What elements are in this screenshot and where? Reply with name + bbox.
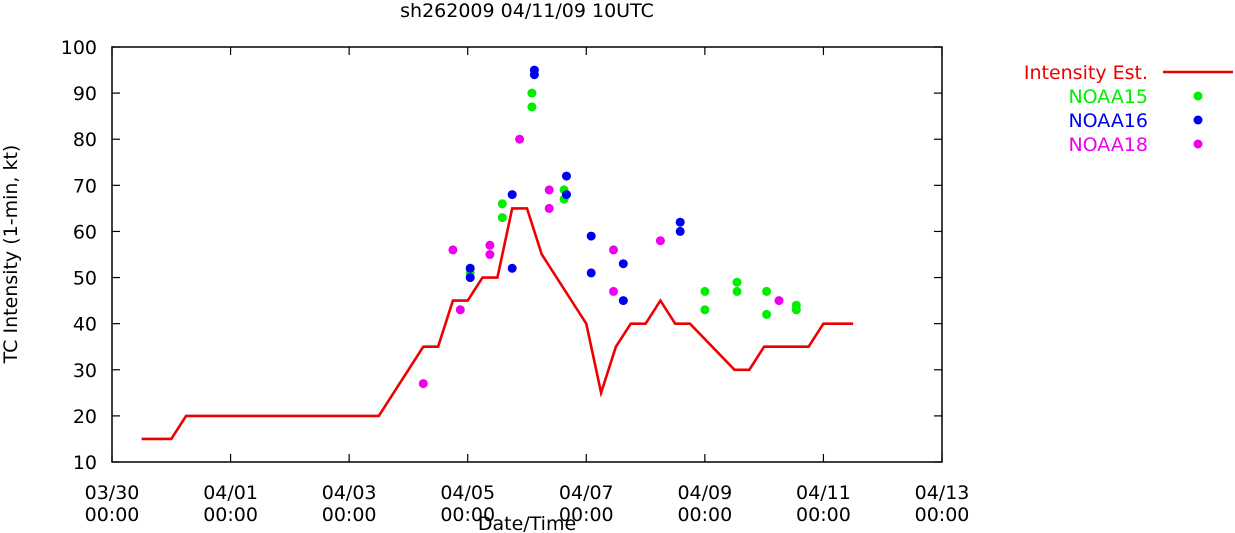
x-tick-label-date: 04/09: [677, 482, 732, 504]
plot-frame: [111, 46, 943, 463]
data-point-noaa15: [732, 286, 742, 296]
data-point-noaa16: [562, 190, 571, 200]
x-tick-label-time: 00:00: [322, 504, 377, 526]
data-point-noaa18: [609, 245, 618, 255]
data-point-noaa16: [675, 217, 685, 227]
data-point-noaa16: [507, 263, 517, 273]
y-tick-label: 20: [73, 406, 97, 428]
data-point-noaa16: [465, 273, 475, 283]
y-tick-label: 30: [73, 360, 97, 382]
data-point-noaa18: [774, 296, 784, 306]
x-tick-label-time: 00:00: [559, 504, 614, 526]
x-tick-label-date: 04/13: [915, 482, 970, 504]
x-tick-label-time: 00:00: [677, 504, 732, 526]
legend-swatch-noaa16: [1193, 115, 1203, 125]
data-point-noaa16: [586, 231, 596, 241]
data-point-noaa18: [418, 379, 428, 389]
y-tick-label: 90: [73, 83, 97, 105]
data-point-noaa18: [455, 305, 465, 315]
x-tick-label-time: 00:00: [440, 504, 495, 526]
y-tick-label: 80: [73, 129, 97, 151]
y-tick-label: 70: [73, 175, 97, 197]
data-point-noaa15: [762, 286, 772, 296]
data-point-noaa16: [562, 171, 571, 181]
x-tick-label-date: 04/03: [322, 482, 377, 504]
series-line-intensity-est: [141, 207, 854, 441]
legend-label-noaa15: NOAA15: [1068, 86, 1148, 108]
data-point-noaa15: [762, 309, 772, 319]
data-point-noaa16: [507, 190, 517, 200]
data-point-noaa18: [515, 134, 525, 144]
data-point-noaa15: [497, 213, 507, 223]
data-point-noaa18: [448, 245, 458, 255]
x-tick-label-date: 04/01: [203, 482, 258, 504]
data-point-noaa18: [609, 286, 618, 296]
data-point-noaa15: [700, 305, 710, 315]
plot-area: [111, 46, 943, 463]
data-point-noaa16: [529, 70, 539, 80]
chart-title: sh262009 04/11/09 10UTC: [400, 0, 654, 22]
x-tick-label-time: 00:00: [85, 504, 140, 526]
data-point-noaa16: [465, 263, 475, 273]
y-axis-label: TC Intensity (1-min, kt): [0, 145, 22, 365]
y-tick-label: 100: [61, 37, 97, 59]
axis-ticks: 10203040506070809010003/3000:0004/0100:0…: [61, 37, 970, 526]
data-point-noaa18: [655, 236, 665, 246]
x-axis-label: Date/Time: [478, 513, 576, 533]
data-point-noaa18: [544, 185, 554, 195]
x-tick-label-time: 00:00: [915, 504, 970, 526]
legend-label-noaa16: NOAA16: [1068, 110, 1148, 132]
x-tick-label-date: 04/05: [440, 482, 495, 504]
data-point-noaa16: [618, 296, 628, 306]
data-point-noaa15: [732, 277, 742, 287]
y-tick-label: 10: [73, 452, 97, 474]
legend-label-noaa18: NOAA18: [1068, 134, 1148, 156]
data-point-noaa18: [544, 203, 554, 213]
data-point-noaa16: [618, 259, 628, 269]
data-point-noaa15: [527, 88, 537, 98]
data-point-noaa15: [700, 286, 710, 296]
legend-label-intensity-est: Intensity Est.: [1024, 62, 1148, 84]
x-tick-label-date: 04/07: [559, 482, 614, 504]
x-tick-label-date: 03/30: [85, 482, 140, 504]
data-point-noaa16: [586, 268, 596, 278]
data-point-noaa15: [791, 305, 801, 315]
data-point-noaa16: [675, 226, 685, 236]
data-point-noaa15: [497, 199, 507, 209]
x-tick-label-time: 00:00: [796, 504, 851, 526]
data-point-noaa18: [485, 250, 495, 259]
data-point-noaa15: [527, 102, 537, 112]
series-marks: [141, 65, 854, 441]
legend-swatch-noaa18: [1193, 139, 1203, 149]
y-tick-label: 40: [73, 314, 97, 336]
legend-swatch-noaa15: [1193, 91, 1203, 101]
x-tick-label-time: 00:00: [203, 504, 258, 526]
y-tick-label: 60: [73, 221, 97, 243]
data-point-noaa18: [485, 240, 495, 250]
y-tick-label: 50: [73, 268, 97, 290]
x-tick-label-date: 04/11: [796, 482, 851, 504]
